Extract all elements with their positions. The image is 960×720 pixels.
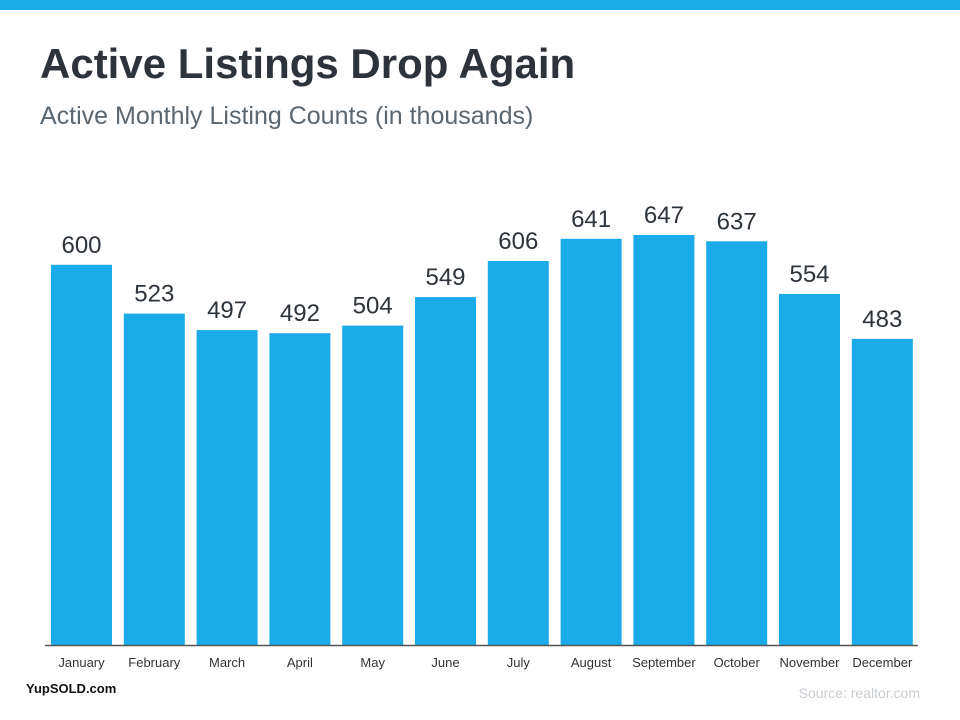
data-label-july: 606 — [498, 228, 538, 255]
x-tick-label-november: November — [780, 655, 841, 670]
data-label-august: 641 — [571, 206, 611, 233]
data-label-may: 504 — [353, 293, 393, 320]
data-label-june: 549 — [425, 264, 465, 291]
x-tick-label-october: October — [714, 655, 761, 670]
bar-may — [342, 325, 404, 645]
x-tick-label-march: March — [209, 655, 245, 670]
brand-logo-text: YupSOLD.com — [26, 681, 117, 696]
source-note: Source: realtor.com — [798, 685, 920, 701]
bar-september — [633, 235, 695, 645]
data-label-november: 554 — [789, 261, 829, 288]
accent-band — [0, 0, 960, 10]
bar-april — [269, 333, 331, 645]
bar-january — [51, 264, 112, 645]
bar-march — [196, 330, 258, 645]
bar-july — [487, 261, 549, 645]
bar-december — [851, 338, 913, 645]
x-tick-label-august: August — [571, 655, 612, 670]
x-tick-label-may: May — [360, 655, 385, 670]
bar-october — [706, 241, 768, 646]
x-tick-label-february: February — [128, 655, 181, 670]
bar-june — [415, 297, 476, 645]
x-tick-label-april: April — [287, 655, 313, 670]
data-label-september: 647 — [644, 202, 684, 229]
data-label-october: 637 — [717, 208, 757, 235]
data-label-march: 497 — [207, 297, 247, 324]
data-label-december: 483 — [862, 306, 902, 333]
bar-november — [779, 293, 840, 645]
data-label-january: 600 — [61, 232, 101, 259]
x-tick-label-january: January — [58, 655, 105, 670]
chart-subtitle: Active Monthly Listing Counts (in thousa… — [40, 102, 534, 130]
data-label-february: 523 — [134, 281, 174, 308]
data-label-april: 492 — [280, 300, 320, 327]
bar-february — [123, 313, 185, 645]
x-tick-label-september: September — [632, 655, 696, 670]
x-tick-label-june: June — [431, 655, 459, 670]
x-tick-label-july: July — [507, 655, 531, 670]
chart-title: Active Listings Drop Again — [40, 40, 576, 87]
bar-august — [560, 238, 622, 646]
x-tick-label-december: December — [852, 655, 913, 670]
